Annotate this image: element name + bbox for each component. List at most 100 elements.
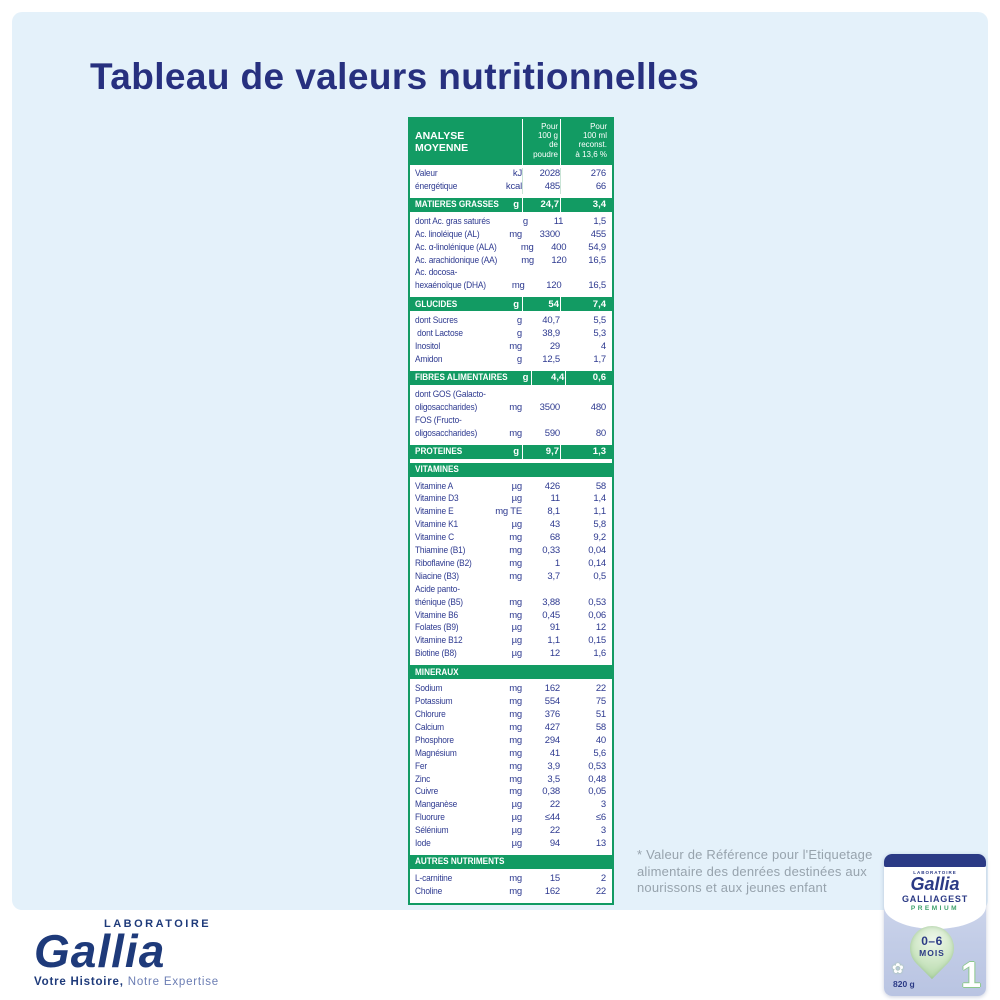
row-unit: mg [509,747,522,759]
section-band-value-per100g: 54 [522,297,560,312]
can-label-top: LABORATOIRE Gallia GALLIAGEST PREMIUM [884,867,986,929]
row-label: FOS (Fructo- [415,414,462,426]
row-label: Fluorure [415,812,445,824]
row-label: Acide panto- [415,583,460,595]
table-row: Vitamine B6 mg 0,45 0,06 [410,610,612,623]
row-label: Biotine (B8) [415,648,457,660]
row-label: Vitamine C [415,532,454,544]
row-unit: mg [509,696,522,708]
row-label: Vitamine A [415,480,454,492]
table-row: Biotine (B8) µg 12 1,6 [410,648,612,661]
table-row: Chlorure mg 376 51 [410,709,612,722]
row-label: Ac. linoléique (AL) [415,228,480,240]
row-unit: kcal [505,180,522,192]
row-unit: mg [509,341,522,353]
row-unit: g [522,215,528,227]
section-band-value-per100g: 24,7 [522,197,560,212]
row-value-per100g: 41 [549,747,560,759]
table-row: Vitamine C mg 68 9,2 [410,532,612,545]
footnote: * Valeur de Référence pour l'Etiquetage … [637,847,873,895]
row-value-per100g: 294 [544,734,560,746]
row-label: hexaénoïque (DHA) [415,280,486,292]
row-value-per100g: ≤44 [544,812,560,824]
can-age-months: 0–6 [921,934,943,948]
row-unit: µg [511,648,523,660]
section-band-value-per100g: 9,7 [522,444,560,459]
row-value-per100g: 0,45 [542,609,560,621]
row-value-per100g: 554 [544,696,560,708]
row-unit: mg [509,683,522,695]
row-value-per100ml: 1,6 [593,648,606,660]
row-label: Calcium [415,721,444,733]
row-label: Zinc [415,773,431,785]
section-band-unit: g [513,446,519,457]
table-row: Phosphore mg 294 40 [410,735,612,748]
row-unit: µg [511,838,523,850]
row-value-per100g: 0,33 [542,545,560,557]
table-row: Fer mg 3,9 0,53 [410,761,612,774]
table-row: Vitamine A µg 426 58 [410,481,612,494]
table-row: énergétique kcal 485 66 [410,180,612,194]
row-value-per100ml: 12 [595,622,606,634]
table-sections: Valeur kJ 2028 276 énergétique kcal 485 66 MATIE… [410,165,612,903]
table-row: Cuivre mg 0,38 0,05 [410,786,612,799]
row-label: Ac. α-linolénique (ALA) [415,241,497,253]
product-can: LABORATOIRE Gallia GALLIAGEST PREMIUM 0–… [884,854,986,996]
row-label: Vitamine B6 [415,609,458,621]
row-value-per100g: 22 [549,825,560,837]
row-unit: µg [511,825,523,837]
gallia-wordmark: Gallia [34,925,166,977]
table-row: Vitamine D3 µg 11 1,4 [410,493,612,506]
row-label: dont Lactose [415,328,463,340]
row-label: dont Ac. gras saturés [415,215,490,227]
table-row: Vitamine K1 µg 43 5,8 [410,519,612,532]
row-value-per100g: 3,9 [547,760,560,772]
section-band: MATIERES GRASSES g 24,7 3,4 [410,197,612,212]
row-unit: mg [520,241,534,253]
row-value-per100g: 162 [544,885,560,897]
row-value-per100g: 3,88 [542,596,560,608]
row-label: Vitamine K1 [415,519,458,531]
row-value-per100g: 0,38 [542,786,560,798]
row-value-per100ml: 75 [595,696,606,708]
row-value-per100g: 590 [544,427,560,439]
row-value-per100ml: 1,7 [593,353,606,365]
section-band: FIBRES ALIMENTAIRES g 4,4 0,6 [410,370,612,385]
section-band-unit: g [522,372,529,384]
section-band-value-per100ml: 3,4 [560,197,612,212]
row-unit: mg [509,532,522,544]
table-row: Vitamine B12 µg 1,1 0,15 [410,635,612,648]
row-value-per100ml: 3 [600,825,606,837]
section-band-label: AUTRES NUTRIMENTS [415,856,505,868]
row-label: oligosaccharides) [415,427,478,439]
row-value-per100ml: 1,4 [593,493,606,505]
row-value-per100g: 8,1 [547,506,560,518]
row-label: Ac. docosa- [415,267,458,279]
row-label: Potassium [415,696,453,708]
row-value-per100ml: 0,5 [593,570,606,582]
section-band-label-cell: PROTEINES g [410,444,522,459]
row-value-per100ml [560,415,606,428]
row-unit: mg [509,427,522,439]
row-value-per100g: 3500 [539,401,561,413]
row-label: Choline [415,885,443,897]
row-unit: mg [509,760,522,772]
section-band: MINERAUX [410,665,612,680]
row-value-per100g: 3300 [539,228,561,240]
row-value-per100ml: 455 [590,228,606,240]
table-row: Niacine (B3) mg 3,7 0,5 [410,571,612,584]
row-unit: mg TE [495,506,522,518]
row-value-per100ml: 0,15 [588,635,606,647]
row-label: Vitamine B12 [415,635,463,647]
row-label: Niacine (B3) [415,570,459,582]
row-unit: mg [509,721,522,733]
row-value-per100ml: 5,8 [593,519,606,531]
row-value-per100g: 11 [550,493,561,505]
row-unit: mg [509,872,522,884]
table-row: Manganèse µg 22 3 [410,799,612,812]
table-row: Calcium mg 427 58 [410,722,612,735]
row-unit: µg [511,493,523,505]
row-label: Iode [415,838,431,850]
table-row: Amidon g 12,5 1,7 [410,354,612,367]
row-value-per100ml: 51 [595,709,606,720]
